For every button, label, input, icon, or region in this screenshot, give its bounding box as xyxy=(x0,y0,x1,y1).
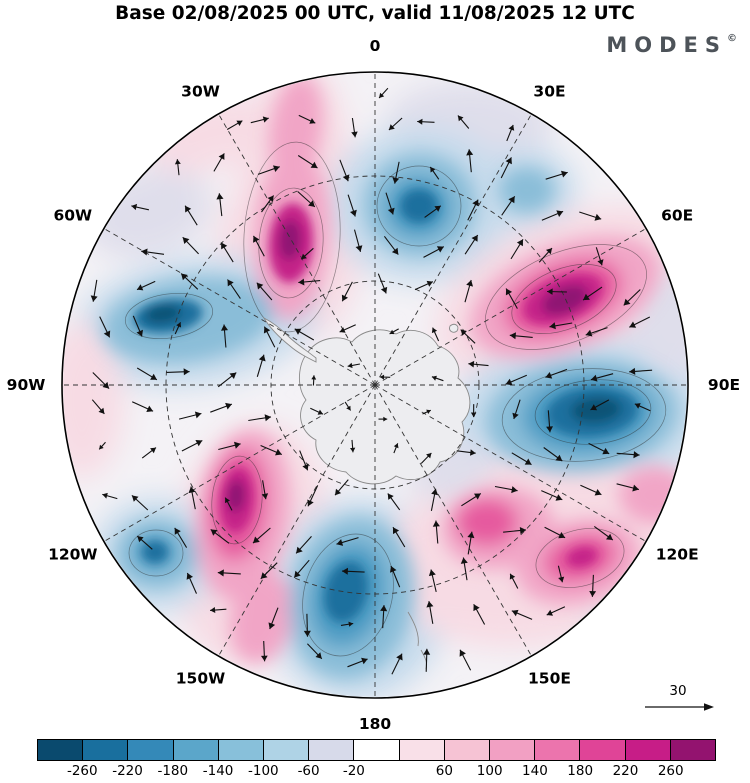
colorbar-cell-1 xyxy=(83,740,129,760)
modes-logo-text: MODES xyxy=(606,33,727,57)
island xyxy=(449,323,459,333)
colorbar-tick--220: -220 xyxy=(112,763,143,779)
colorbar-cell-2 xyxy=(128,740,174,760)
colorbar-cell-8 xyxy=(399,740,445,760)
vector-reference-label: 30 xyxy=(669,683,686,699)
meridian-label-120W: 120W xyxy=(48,546,97,564)
meridian-label-0: 0 xyxy=(370,37,381,55)
colorbar-tick-140: 140 xyxy=(522,763,548,779)
meridian-label-120E: 120E xyxy=(656,546,699,564)
south-america-coast xyxy=(97,119,133,166)
colorbar-tick--60: -60 xyxy=(297,763,320,779)
colorbar-cell-3 xyxy=(173,740,219,760)
colorbar-tick-180: 180 xyxy=(567,763,594,779)
chart-title: Base 02/08/2025 00 UTC, valid 11/08/2025… xyxy=(115,3,635,24)
modes-logo: MODES© xyxy=(606,33,737,57)
antarctic-peninsula xyxy=(262,316,317,363)
colorbar-cell-6 xyxy=(309,740,355,760)
meridian-label-60W: 60W xyxy=(53,207,92,225)
colorbar-cell-5 xyxy=(264,740,310,760)
meridian-label-150E: 150E xyxy=(528,670,571,688)
colorbar xyxy=(37,739,716,761)
colorbar-tick-220: 220 xyxy=(612,763,639,779)
meridian-label-180: 180 xyxy=(359,715,392,733)
graticule xyxy=(62,72,688,698)
meridian-label-30W: 30W xyxy=(181,82,220,100)
meridian-label-150W: 150W xyxy=(176,670,225,688)
colorbar-tick-260: 260 xyxy=(657,763,684,779)
colorbar-cell-14 xyxy=(670,740,716,760)
meridian-label-30E: 30E xyxy=(533,82,565,100)
colorbar-cell-4 xyxy=(218,740,265,760)
colorbar-tick--260: -260 xyxy=(66,763,98,779)
colorbar-cell-12 xyxy=(580,740,626,760)
vector-reference: 30 xyxy=(645,683,714,711)
colorbar-tick--100: -100 xyxy=(248,763,279,779)
colorbar-cell-11 xyxy=(535,740,581,760)
colorbar-cell-7 xyxy=(354,740,400,760)
colorbar-tick-60: 60 xyxy=(435,763,453,779)
africa-coast xyxy=(559,99,603,129)
colorbar-cell-13 xyxy=(625,740,671,760)
colorbar-cell-9 xyxy=(444,740,491,760)
colorbar-tick-labels: -260 -220 -180 -140 -100 -60 -20 60 100 140 180 220… xyxy=(37,762,716,782)
colorbar-tick--180: -180 xyxy=(157,763,189,779)
colorbar-tick-100: 100 xyxy=(476,763,503,779)
meridian-label-90E: 90E xyxy=(708,376,740,394)
meridian-label-60E: 60E xyxy=(661,207,693,225)
colorbar-cell-10 xyxy=(490,740,536,760)
colorbar-cell-0 xyxy=(38,740,84,760)
colorbar-tick--20: -20 xyxy=(342,763,365,779)
wind-vectors xyxy=(90,87,653,675)
colorbar-tick--140: -140 xyxy=(202,763,234,779)
map-boundary xyxy=(61,71,689,699)
antarctica xyxy=(299,329,471,485)
modes-logo-copyright-mark: © xyxy=(727,33,737,44)
polar-anomaly-map: 0 30E 60E 90E 120E 150E 180 150W 120W 90W 60W 30W 30 xyxy=(7,37,740,733)
meridian-label-90W: 90W xyxy=(7,376,46,394)
